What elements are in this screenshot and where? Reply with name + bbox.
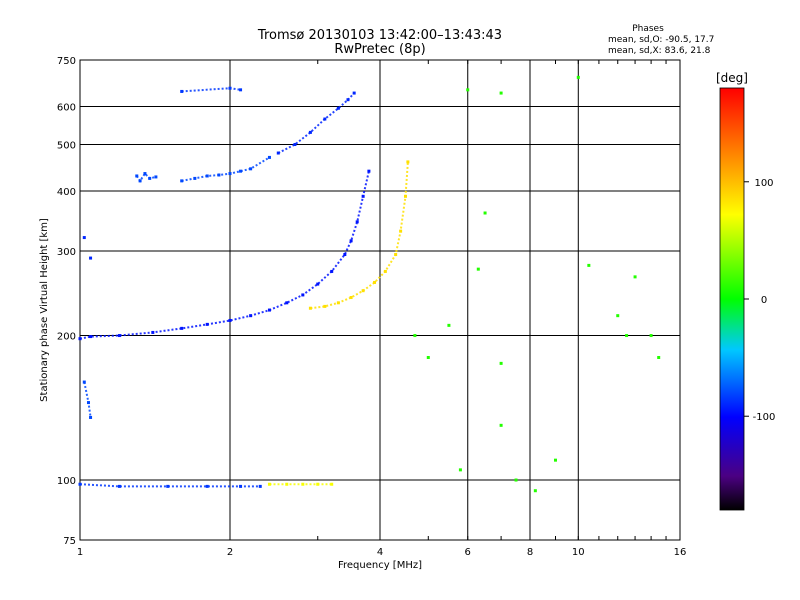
y-tick-label: 750 — [57, 56, 76, 67]
data-point — [349, 239, 353, 243]
data-point — [553, 458, 557, 462]
trace-line — [181, 156, 271, 182]
y-tick-label: 75 — [63, 536, 76, 547]
data-point — [293, 143, 297, 147]
data-point — [228, 318, 232, 322]
data-point — [576, 75, 580, 79]
x-axis-label: Frequency [MHz] — [338, 560, 422, 571]
data-point — [499, 361, 503, 365]
data-point — [649, 334, 653, 338]
colorbar-tick-label: 0 — [761, 295, 767, 306]
data-point — [82, 380, 86, 384]
trace-line — [79, 170, 370, 340]
data-point — [343, 253, 347, 257]
data-point — [285, 301, 289, 305]
x-tick-label: 1 — [77, 547, 83, 558]
data-point — [483, 211, 487, 215]
data-point — [205, 484, 209, 488]
data-point — [143, 172, 147, 176]
data-point — [349, 296, 353, 300]
data-point — [117, 334, 121, 338]
trace-line — [83, 381, 92, 418]
data-point — [633, 275, 637, 279]
stats-line-x: mean, sd,X: 83.6, 21.8 — [608, 46, 711, 56]
data-point — [308, 130, 312, 134]
data-point — [249, 167, 253, 171]
plot-area: 1 2 4 6 8 10 16 75 100 200 300 400 500 600 750 — [57, 56, 686, 558]
data-point — [316, 282, 320, 286]
data-point — [89, 256, 93, 260]
colorbar-tick-label: -100 — [753, 412, 776, 423]
data-point — [239, 88, 243, 92]
y-tick-label: 200 — [57, 332, 76, 343]
data-point — [514, 478, 518, 482]
data-point — [373, 280, 377, 284]
colorbar-tick-label: 100 — [754, 178, 773, 189]
x-tick-label: 16 — [674, 547, 687, 558]
data-point — [476, 267, 480, 271]
data-point — [323, 304, 327, 308]
data-point — [367, 169, 371, 173]
data-point — [499, 423, 503, 427]
y-tick-label: 400 — [57, 187, 76, 198]
y-tick-label: 600 — [57, 103, 76, 114]
data-point — [352, 91, 356, 95]
data-point — [466, 88, 470, 92]
x-tick-label: 8 — [527, 547, 533, 558]
data-point — [276, 151, 280, 155]
data-point — [180, 326, 184, 330]
data-point — [117, 484, 121, 488]
trace-line — [79, 483, 261, 488]
data-point — [89, 415, 93, 419]
data-point — [89, 335, 93, 339]
colorbar — [719, 87, 745, 511]
y-tick-label: 500 — [57, 141, 76, 152]
data-point — [533, 489, 537, 493]
data-point — [258, 484, 262, 488]
x-tick-label: 10 — [572, 547, 585, 558]
data-point — [135, 174, 139, 178]
data-point — [239, 169, 243, 173]
data-point — [447, 323, 451, 327]
data-point — [336, 106, 340, 110]
y-tick-label: 300 — [57, 247, 76, 258]
stats-line-o: mean, sd,O: -90.5, 17.7 — [608, 35, 714, 45]
data-point — [587, 263, 591, 267]
x-tick-label: 6 — [465, 547, 471, 558]
data-point — [413, 334, 417, 338]
x-tick-label: 2 — [227, 547, 233, 558]
chart-subtitle: RwPretec (8p) — [334, 42, 425, 57]
data-point — [406, 160, 410, 164]
stats-heading: Phases — [632, 24, 664, 34]
trace-line — [277, 92, 355, 154]
data-point — [166, 484, 170, 488]
data-point — [616, 314, 620, 318]
data-point — [82, 236, 86, 240]
chart-title: Tromsø 20130103 13:42:00–13:43:43 — [257, 28, 502, 43]
data-point — [625, 334, 629, 338]
trace-line — [181, 87, 241, 93]
data-point — [355, 220, 359, 224]
data-point — [426, 355, 430, 359]
colorbar-label: [deg] — [716, 71, 748, 85]
data-point — [499, 91, 503, 95]
y-axis-label: Stationary phase Virtual Height [km] — [39, 218, 50, 402]
data-point — [267, 482, 271, 486]
data-point — [154, 175, 158, 179]
data-point — [330, 482, 334, 486]
colorbar-ticks: -100 0 100 — [744, 178, 775, 423]
data-point — [657, 355, 661, 359]
x-tick-label: 4 — [377, 547, 383, 558]
trace-line — [310, 161, 409, 310]
trace-line — [135, 172, 157, 183]
data-point — [458, 468, 462, 472]
data-point — [330, 269, 334, 273]
y-tick-label: 100 — [57, 476, 76, 487]
